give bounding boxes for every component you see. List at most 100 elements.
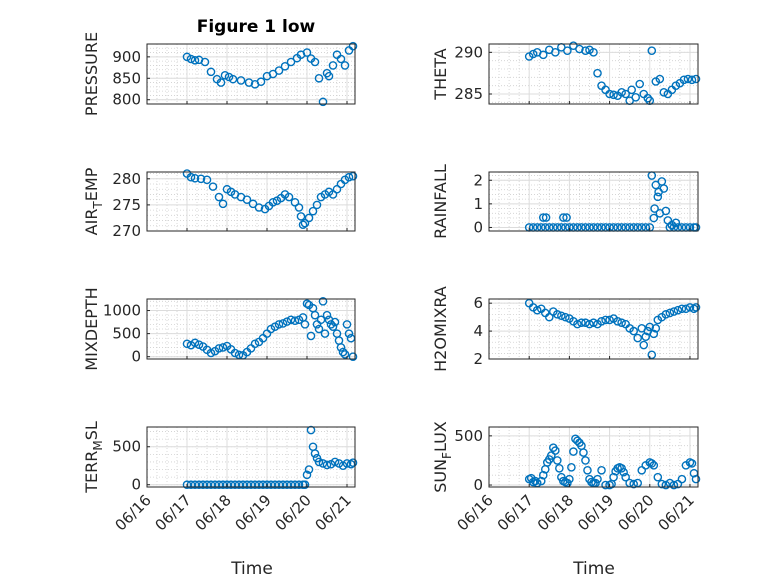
data-point [296, 212, 306, 221]
y-label-part: EMP [82, 167, 101, 201]
data-point [647, 350, 657, 360]
data-point [597, 465, 606, 475]
data-point [300, 218, 310, 228]
data-point [605, 315, 614, 325]
data-point [302, 48, 312, 57]
data-point [649, 329, 659, 339]
data-point [298, 220, 308, 230]
data-point [344, 329, 354, 338]
data-point [691, 474, 701, 484]
x-tick-label: 06/18 [192, 491, 235, 534]
data-point [585, 319, 594, 329]
data-point [318, 297, 328, 306]
data-point [629, 326, 638, 336]
data-point [621, 472, 630, 482]
y-label-part: TERR [82, 451, 101, 494]
data-point [683, 74, 693, 84]
data-point [617, 318, 626, 328]
y-tick-label: 500 [112, 325, 141, 343]
data-point [186, 172, 196, 182]
data-point [649, 213, 659, 223]
y-tick-label: 270 [112, 222, 141, 240]
x-tick-label: 06/19 [574, 491, 617, 534]
data-point [562, 213, 571, 222]
data-point [274, 480, 284, 490]
data-point [687, 459, 697, 468]
data-point [589, 318, 598, 328]
data-point [242, 480, 252, 490]
data-point [216, 78, 226, 87]
data-point [619, 467, 628, 477]
data-point [336, 343, 346, 352]
data-point [653, 472, 663, 482]
y-label-part: SL [82, 421, 101, 440]
axes-box [488, 43, 699, 105]
data-point [338, 347, 348, 357]
y-label-subscript: F [440, 452, 454, 459]
data-point [230, 348, 240, 358]
data-point [300, 480, 310, 490]
data-point [186, 54, 196, 64]
y-label-part: SUN [431, 459, 450, 493]
data-point [597, 317, 606, 326]
data-point [330, 317, 340, 327]
data-point [661, 206, 671, 216]
x-tick-label: 06/19 [232, 491, 275, 534]
data-point [244, 78, 254, 87]
data-point [601, 315, 610, 325]
y-tick-label: 500 [454, 427, 483, 445]
data-point [306, 425, 316, 435]
data-point [579, 448, 588, 457]
y-tick-label: 290 [454, 43, 483, 61]
data-point [234, 480, 244, 490]
y-tick-label: 1 [473, 195, 483, 213]
y-axis-label: H2OMIXRA [431, 286, 450, 372]
data-point [214, 192, 224, 202]
data-point [677, 474, 687, 484]
data-point [530, 476, 540, 486]
y-axis-label: TERRMSL [82, 421, 105, 494]
y-label-subscript: T [91, 201, 105, 210]
y-tick-label: 2 [473, 350, 483, 368]
data-point [639, 340, 649, 350]
data-point [661, 480, 671, 490]
data-point [691, 74, 701, 84]
data-point [538, 470, 548, 480]
y-tick-label: 0 [473, 476, 483, 494]
data-point [583, 465, 592, 475]
y-label-part: LUX [431, 421, 450, 452]
data-point [567, 463, 576, 472]
data-point [342, 459, 352, 468]
data-point [348, 171, 358, 181]
data-point [320, 329, 330, 338]
data-point [342, 320, 352, 329]
data-point [310, 310, 320, 320]
panel-pressure: 800 850 900 PRESSURE [82, 32, 358, 116]
data-point [322, 460, 332, 470]
y-tick-label: 800 [112, 91, 141, 109]
data-point [677, 304, 687, 314]
data-point [314, 457, 324, 467]
data-point [538, 213, 548, 222]
data-point [294, 480, 304, 490]
data-point [348, 41, 358, 51]
x-tick-label: 06/20 [272, 491, 315, 534]
y-label-part: AIR [82, 209, 101, 236]
data-point [557, 311, 566, 321]
data-point [685, 303, 695, 312]
data-point [314, 324, 324, 334]
data-point [274, 66, 284, 75]
data-point [581, 318, 590, 328]
plot-area [147, 299, 355, 359]
data-point [256, 77, 266, 87]
y-tick-label: 0 [473, 218, 483, 236]
data-point [182, 339, 192, 349]
data-point [691, 303, 701, 312]
panel-rainfall: 0 1 2 RAINFALL [431, 164, 701, 239]
data-point [194, 340, 204, 349]
plot-area [489, 299, 698, 359]
